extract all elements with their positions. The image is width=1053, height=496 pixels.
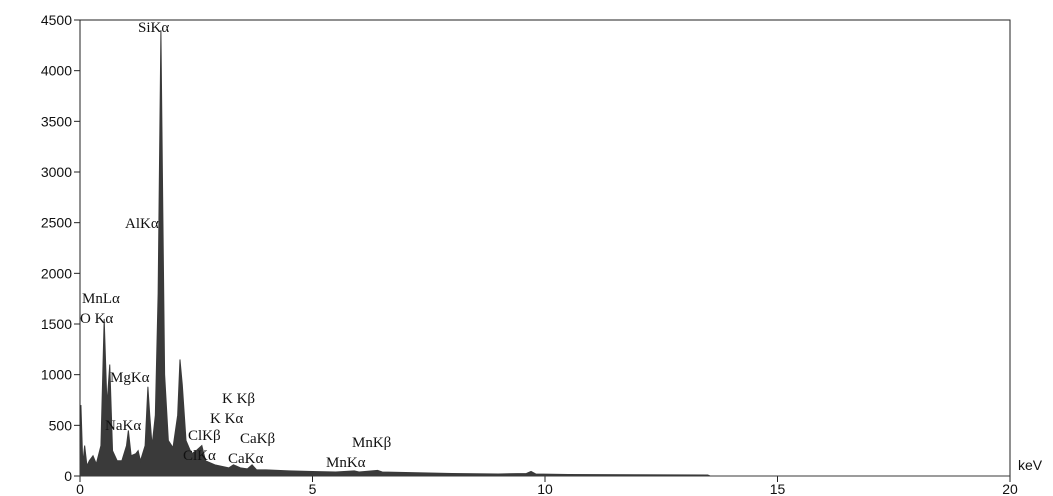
y-tick-label: 0 [64, 468, 72, 484]
x-tick-label: 10 [537, 481, 553, 496]
y-tick-label: 1500 [41, 316, 72, 332]
peak-label: NaKα [105, 418, 141, 434]
peak-label: ClKα [183, 448, 216, 464]
y-tick-label: 4500 [41, 12, 72, 28]
x-tick-label: 15 [770, 481, 786, 496]
peak-label: MnKα [326, 455, 366, 471]
y-tick-label: 4000 [41, 63, 72, 79]
x-axis-label: keV [1018, 457, 1043, 473]
peak-label: ClKβ [188, 428, 221, 444]
x-tick-label: 0 [76, 481, 84, 496]
plot-frame [79, 19, 1011, 477]
peak-label: O Kα [80, 311, 113, 327]
y-tick-label: 1000 [41, 367, 72, 383]
peak-label: CaKα [228, 451, 263, 467]
peak-label: K Kα [210, 411, 243, 427]
y-tick-label: 2500 [41, 215, 72, 231]
y-tick-label: 2000 [41, 265, 72, 281]
peak-label: K Kβ [222, 391, 255, 407]
peak-label: MgKα [110, 370, 150, 386]
peak-label: SiKα [138, 20, 169, 36]
y-tick-label: 500 [49, 417, 73, 433]
y-tick-label: 3500 [41, 113, 72, 129]
x-tick-label: 20 [1002, 481, 1018, 496]
peak-label: MnLα [82, 291, 120, 307]
peak-label: MnKβ [352, 435, 391, 451]
peak-label: CaKβ [240, 431, 275, 447]
peak-label: AlKα [125, 216, 159, 232]
x-tick-label: 5 [309, 481, 317, 496]
y-tick-label: 3000 [41, 164, 72, 180]
spectrum-area [79, 30, 1010, 477]
